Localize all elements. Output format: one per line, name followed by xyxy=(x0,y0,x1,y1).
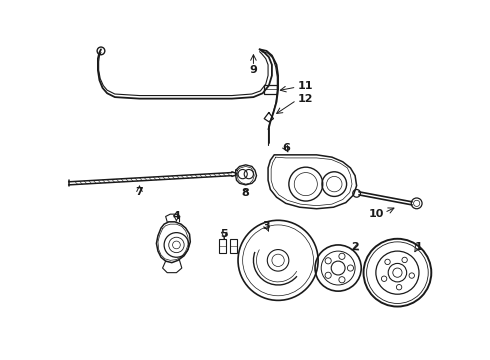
Bar xyxy=(229,239,237,253)
Bar xyxy=(219,239,226,253)
Text: 10: 10 xyxy=(369,209,384,219)
Bar xyxy=(264,85,276,94)
Text: 2: 2 xyxy=(351,242,359,252)
Text: 4: 4 xyxy=(172,211,180,221)
Text: 11: 11 xyxy=(297,81,313,91)
Text: 1: 1 xyxy=(415,242,422,252)
Text: 12: 12 xyxy=(297,94,313,104)
Text: 5: 5 xyxy=(220,229,228,239)
Text: 3: 3 xyxy=(263,221,270,231)
Text: 9: 9 xyxy=(249,65,257,75)
Text: 8: 8 xyxy=(242,188,249,198)
Text: 6: 6 xyxy=(282,143,290,153)
Text: 7: 7 xyxy=(136,187,144,197)
